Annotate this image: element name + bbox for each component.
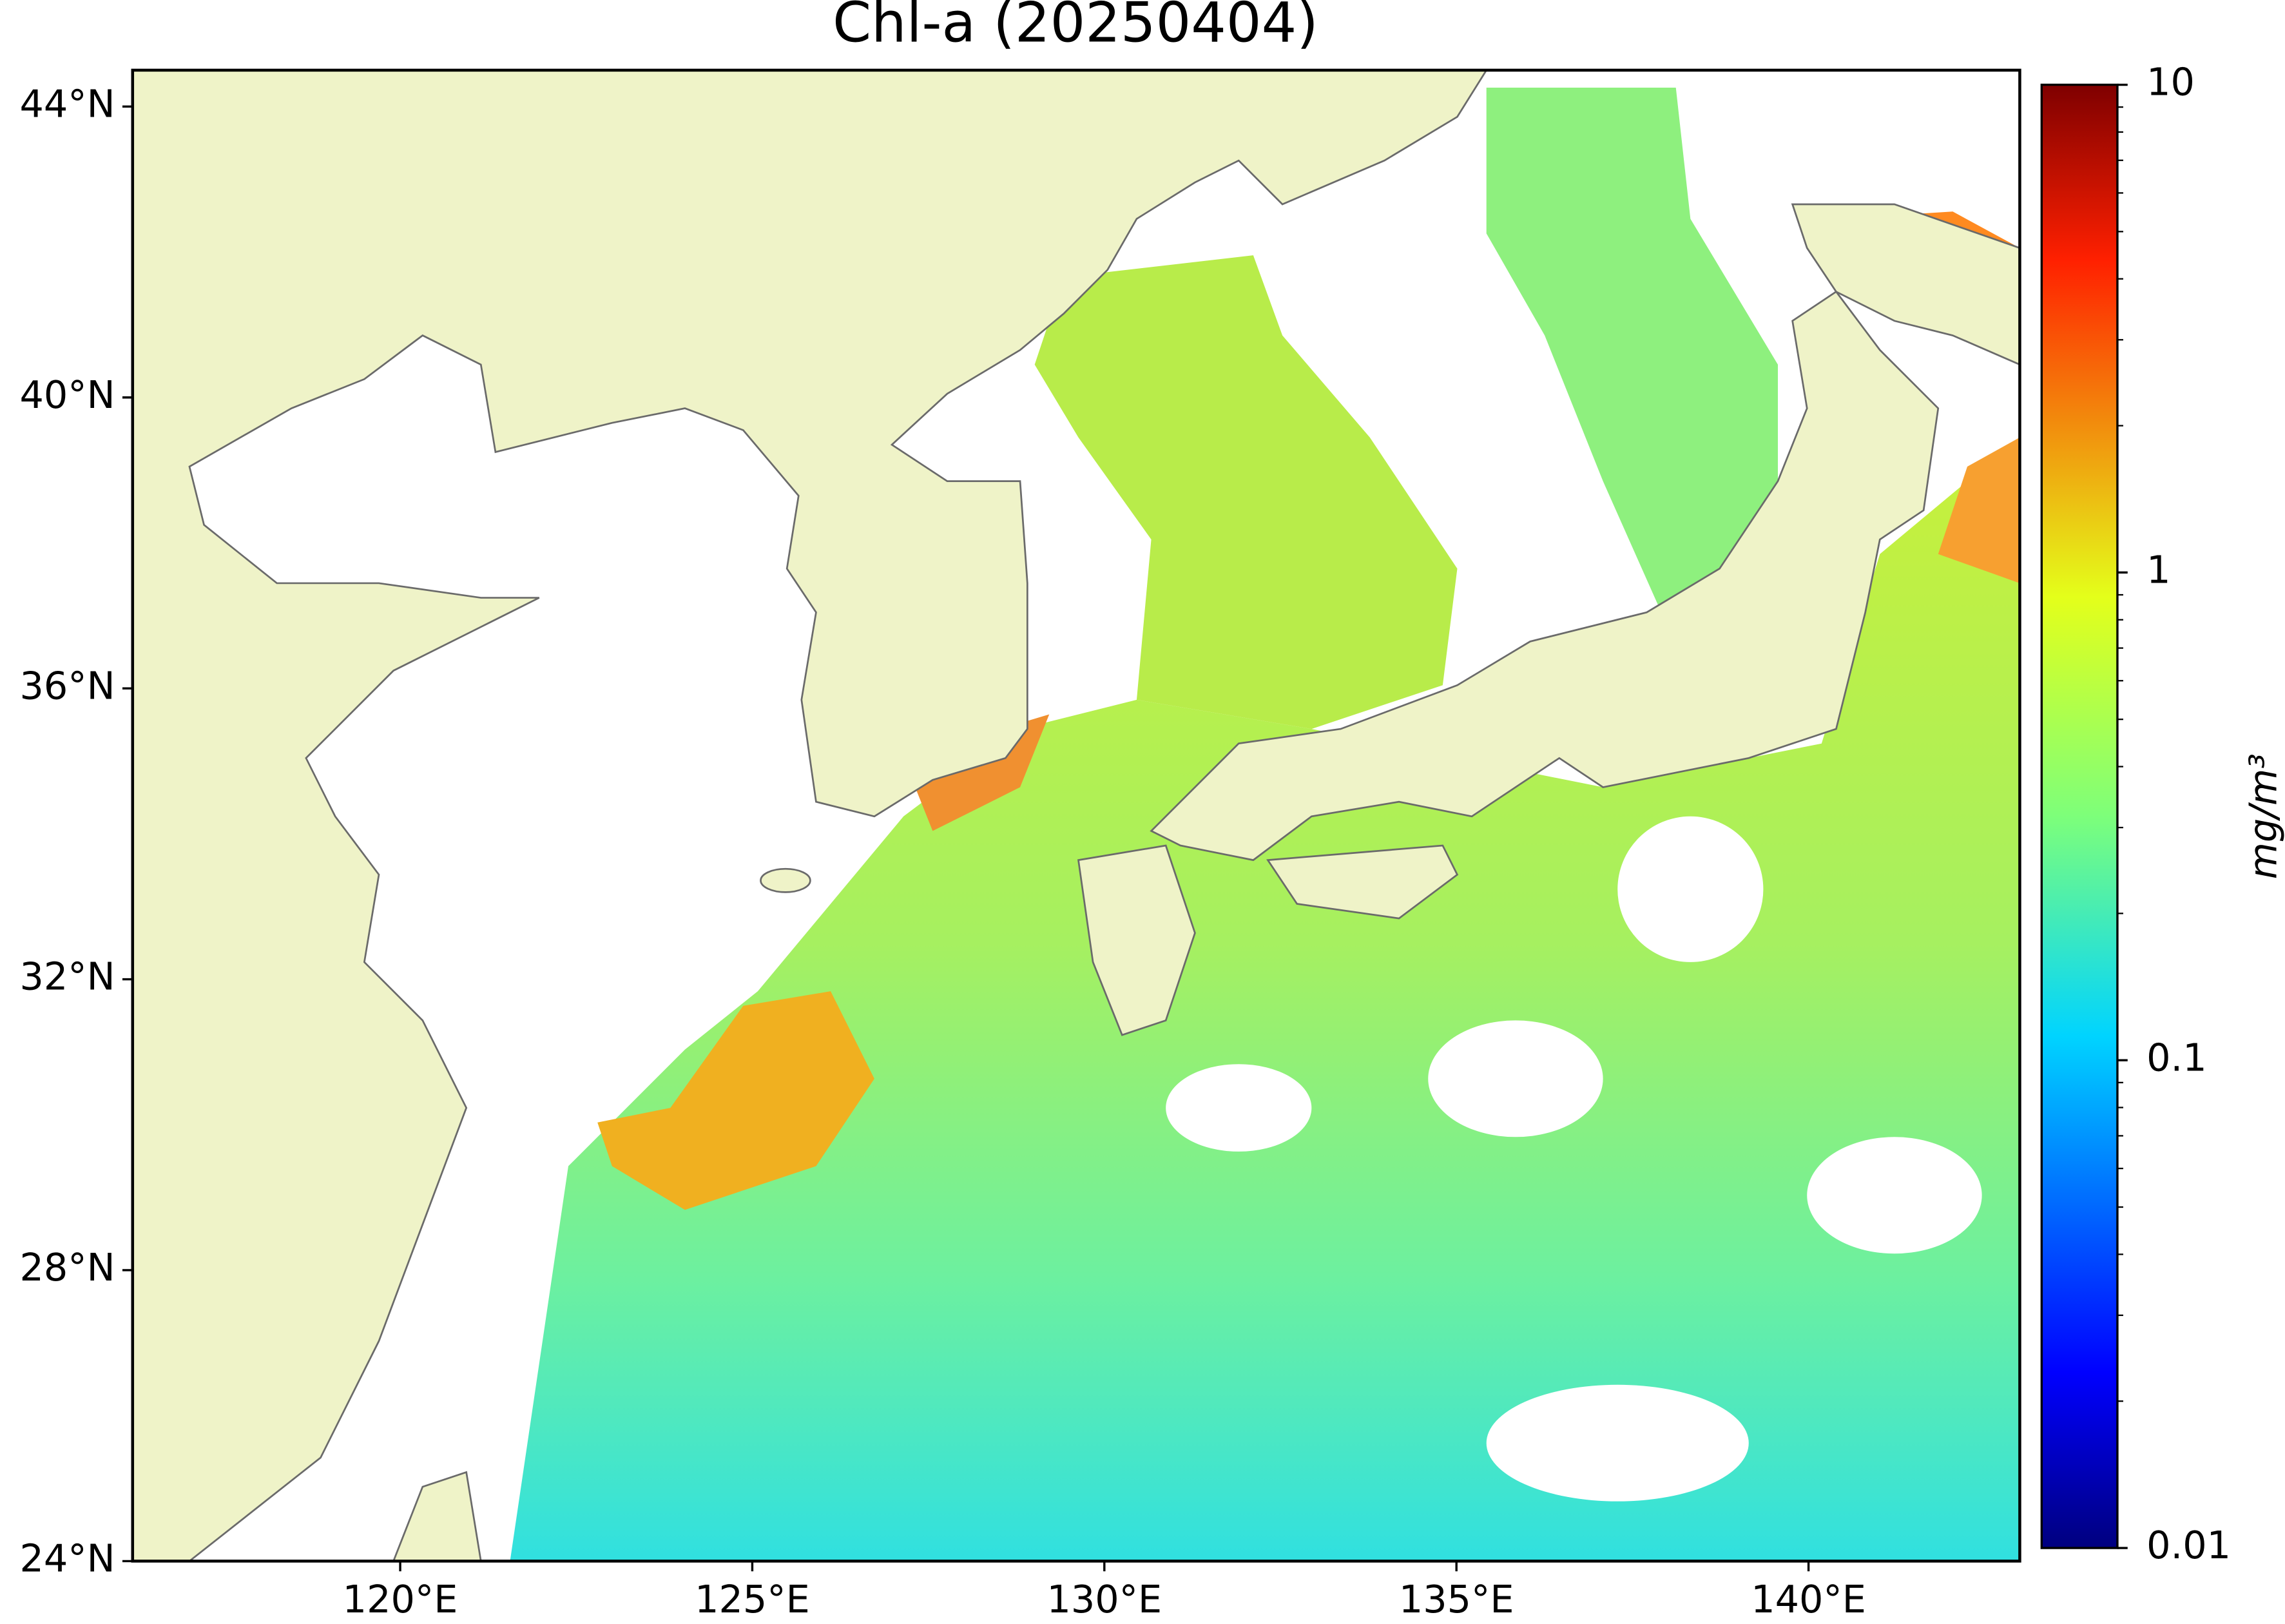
- land-hokkaido: [1791, 203, 2020, 366]
- chl-field: [1486, 88, 1779, 613]
- cloud: [1617, 816, 1764, 962]
- colorbar-tick-label: 1: [2146, 547, 2170, 592]
- colorbar: [2040, 83, 2119, 1549]
- chl-bloom: [1938, 437, 2020, 583]
- land-honshu: [1150, 290, 1940, 862]
- map-layers: [132, 70, 2020, 1561]
- x-tick-label: 130°E: [1046, 1577, 1162, 1621]
- chl-bloom: [597, 991, 874, 1210]
- cloud: [1807, 1137, 1982, 1254]
- colorbar-tick-label: 0.01: [2146, 1523, 2231, 1567]
- land-jeju: [760, 867, 811, 893]
- land-shikoku: [1266, 844, 1459, 920]
- map-title: Chl-a (20250404): [833, 0, 1318, 55]
- colorbar-label: mg/m³: [2241, 753, 2285, 879]
- chl-field: [1034, 255, 1458, 730]
- x-tick-label: 135°E: [1399, 1577, 1514, 1621]
- y-tick-label: 40°N: [19, 372, 115, 417]
- colorbar-tick-label: 10: [2146, 60, 2195, 104]
- x-tick-label: 120°E: [343, 1577, 458, 1621]
- land-kyushu: [1077, 844, 1196, 1036]
- x-tick-label: 125°E: [695, 1577, 810, 1621]
- y-tick-label: 24°N: [19, 1536, 115, 1581]
- cloud: [1166, 1064, 1312, 1152]
- x-tick-label: 140°E: [1751, 1577, 1866, 1621]
- y-tick-label: 44°N: [19, 81, 115, 126]
- colorbar-tick-label: 0.1: [2146, 1035, 2206, 1079]
- cloud: [1428, 1020, 1603, 1137]
- chl-field: [510, 437, 2020, 1561]
- y-tick-label: 36°N: [19, 663, 115, 708]
- land-taiwan: [392, 1471, 482, 1561]
- cloud: [1486, 1384, 1749, 1502]
- y-tick-label: 32°N: [19, 954, 115, 999]
- plot-frame: [131, 68, 2021, 1563]
- land-asia: [132, 70, 1488, 1561]
- y-tick-label: 28°N: [19, 1245, 115, 1290]
